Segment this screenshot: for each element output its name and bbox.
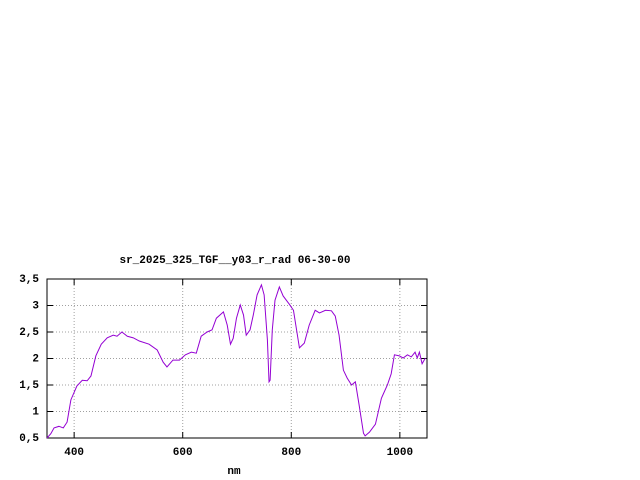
data-line — [46, 283, 426, 439]
y-tick-label: 3,5 — [19, 274, 39, 286]
x-axis-label: nm — [227, 466, 241, 478]
y-tick-label: 2 — [32, 353, 39, 365]
y-tick-label: 1,5 — [19, 380, 39, 392]
plot-border — [46, 278, 428, 439]
x-tick-label: 600 — [173, 447, 193, 459]
y-tick-label: 0,5 — [19, 433, 39, 445]
x-tick-label: 800 — [281, 447, 301, 459]
y-tick-label: 2,5 — [19, 327, 39, 339]
x-tick-label: 1000 — [387, 447, 413, 459]
y-tick-label: 3 — [32, 300, 39, 312]
y-tick-label: 1 — [32, 406, 39, 418]
x-tick-label: 400 — [64, 447, 84, 459]
chart-title: sr_2025_325_TGF__y03_r_rad 06-30-00 — [119, 255, 350, 267]
